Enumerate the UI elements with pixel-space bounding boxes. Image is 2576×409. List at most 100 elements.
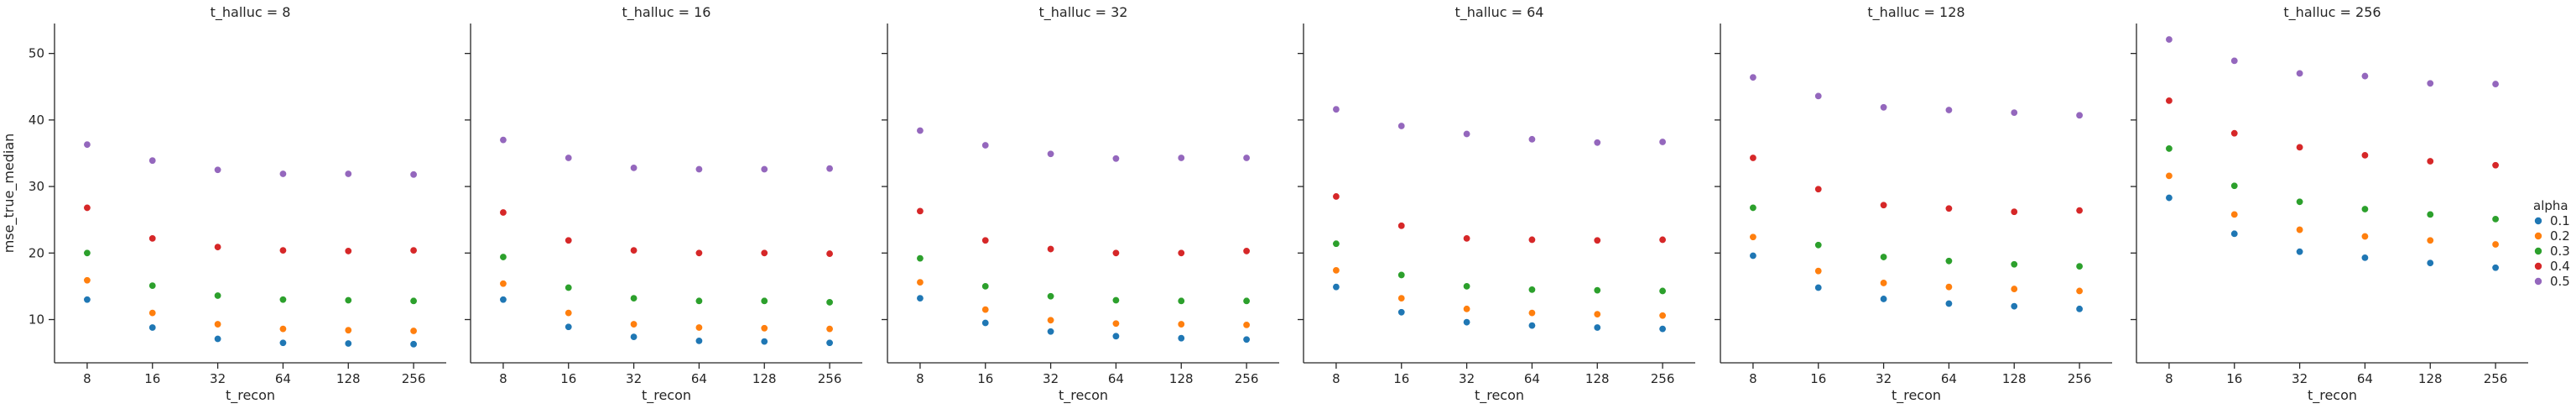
data-point — [760, 338, 768, 346]
panel-title: t_halluc = 256 — [2283, 4, 2381, 21]
x-tick-label: 128 — [2418, 371, 2443, 386]
data-point — [2075, 286, 2084, 295]
panel-title: t_halluc = 128 — [1867, 4, 1965, 21]
x-tick-label: 64 — [1941, 371, 1957, 386]
x-tick-label: 128 — [1169, 371, 1194, 386]
data-point — [1177, 334, 1185, 343]
x-tick-label: 128 — [336, 371, 361, 386]
data-point — [83, 140, 91, 149]
data-point — [2230, 181, 2239, 190]
data-point — [1749, 154, 1757, 162]
data-point — [1332, 105, 1340, 113]
x-tick-label: 8 — [916, 371, 924, 386]
data-point — [1397, 308, 1406, 317]
data-point — [825, 249, 834, 258]
data-point — [1814, 92, 1823, 100]
legend-label: 0.3 — [2550, 244, 2570, 259]
data-point — [1332, 266, 1340, 275]
data-point — [1593, 323, 1601, 332]
data-point — [630, 320, 638, 328]
data-point — [565, 322, 573, 331]
data-point — [1463, 129, 1471, 138]
legend-marker — [2534, 277, 2542, 286]
panel-4: t_halluc = 128 8 16 32 64 128 256 t_recon — [1715, 4, 2112, 404]
data-point — [409, 170, 418, 179]
data-point — [760, 296, 768, 305]
x-tick-label: 16 — [560, 371, 576, 386]
data-point — [344, 247, 352, 255]
data-point — [916, 294, 924, 302]
x-tick-label: 128 — [1585, 371, 1610, 386]
data-point — [1944, 106, 1953, 114]
x-axis-title: t_recon — [226, 387, 275, 404]
x-tick-label: 32 — [626, 371, 642, 386]
data-point — [344, 296, 352, 305]
data-point — [1944, 299, 1953, 307]
x-tick-label: 64 — [1108, 371, 1124, 386]
legend-label: 0.4 — [2550, 259, 2570, 274]
data-point — [2230, 229, 2239, 238]
data-point — [2426, 210, 2434, 218]
data-point — [409, 327, 418, 335]
legend-marker — [2534, 232, 2542, 240]
data-point — [1814, 283, 1823, 291]
data-point — [981, 318, 990, 327]
x-tick-label: 256 — [2068, 371, 2092, 386]
data-point — [1242, 247, 1251, 255]
data-point — [1880, 279, 1888, 287]
data-point — [1463, 234, 1471, 243]
panel-1: t_halluc = 16 8 16 32 64 128 256 t_recon — [465, 4, 862, 404]
data-point — [1880, 253, 1888, 261]
data-point — [825, 325, 834, 333]
data-point — [2010, 260, 2018, 269]
data-point — [1177, 154, 1185, 162]
data-point — [565, 154, 573, 162]
legend-marker — [2534, 262, 2542, 270]
data-point — [916, 278, 924, 286]
data-point — [1527, 286, 1536, 294]
data-point — [695, 165, 703, 173]
data-point — [1527, 322, 1536, 330]
data-point — [344, 170, 352, 178]
data-point — [278, 325, 287, 333]
data-point — [499, 136, 507, 144]
data-point — [630, 164, 638, 172]
data-point — [499, 253, 507, 261]
data-point — [1242, 335, 1251, 343]
data-point — [2010, 207, 2018, 216]
data-point — [565, 309, 573, 317]
data-point — [1658, 235, 1667, 244]
data-point — [148, 281, 157, 290]
data-point — [1047, 292, 1055, 301]
data-point — [2296, 69, 2304, 77]
data-point — [83, 276, 91, 285]
data-point — [1177, 296, 1185, 305]
data-point — [1658, 325, 1667, 333]
x-tick-label: 16 — [1393, 371, 1409, 386]
data-point — [1944, 204, 1953, 212]
x-axis-title: t_recon — [642, 387, 691, 404]
data-point — [1880, 201, 1888, 209]
data-point — [278, 296, 287, 304]
data-point — [2296, 226, 2304, 234]
data-point — [2075, 207, 2084, 215]
data-point — [148, 309, 157, 317]
data-point — [2426, 157, 2434, 165]
data-point — [981, 141, 990, 149]
data-point — [916, 254, 924, 263]
x-tick-label: 256 — [1651, 371, 1675, 386]
data-point — [760, 165, 768, 173]
data-point — [83, 203, 91, 212]
data-point — [2230, 210, 2239, 218]
data-point — [1111, 319, 1120, 328]
data-point — [278, 170, 287, 178]
data-point — [1111, 332, 1120, 340]
data-point — [1749, 203, 1757, 212]
legend-marker — [2534, 217, 2542, 225]
data-point — [2230, 56, 2239, 65]
data-point — [1242, 296, 1251, 305]
data-point — [1332, 283, 1340, 291]
data-point — [499, 208, 507, 217]
